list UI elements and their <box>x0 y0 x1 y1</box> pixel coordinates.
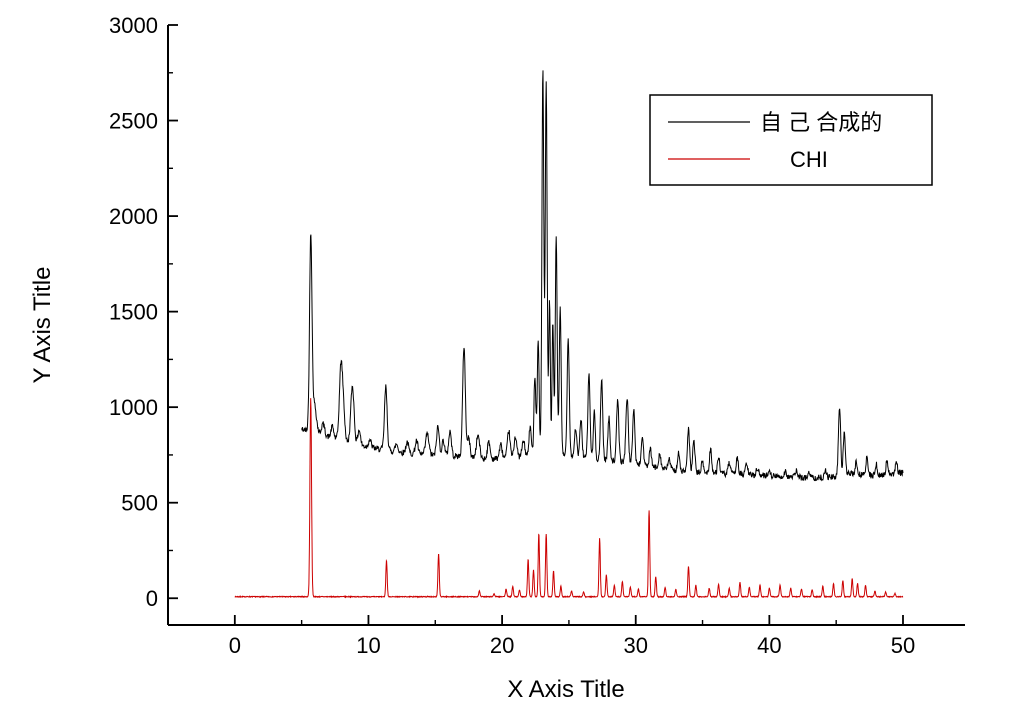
x-tick-label: 0 <box>229 633 241 658</box>
y-tick-label: 1500 <box>109 300 158 325</box>
x-tick-label: 30 <box>623 633 647 658</box>
x-tick-label: 20 <box>490 633 514 658</box>
y-tick-label: 500 <box>121 491 158 516</box>
legend-label-series-2: CHI <box>790 147 828 172</box>
x-tick-label: 50 <box>891 633 915 658</box>
series-line-1 <box>301 70 904 482</box>
y-axis-title: Y Axis Title <box>29 267 56 384</box>
series-line-2 <box>234 398 904 599</box>
legend-box <box>649 94 933 186</box>
y-tick-label: 2500 <box>109 109 158 134</box>
y-tick-label: 3000 <box>109 13 158 38</box>
x-axis-title: X Axis Title <box>507 676 624 703</box>
y-tick-label: 1000 <box>109 395 158 420</box>
x-tick-label: 10 <box>356 633 380 658</box>
y-tick-label: 0 <box>146 586 158 611</box>
series-lines <box>234 70 904 599</box>
y-tick-label: 2000 <box>109 204 158 229</box>
legend: 自 己 合成的 CHI <box>649 94 933 186</box>
legend-label-series-1: 自 己 合成的 <box>760 110 882 135</box>
x-tick-label: 40 <box>757 633 781 658</box>
